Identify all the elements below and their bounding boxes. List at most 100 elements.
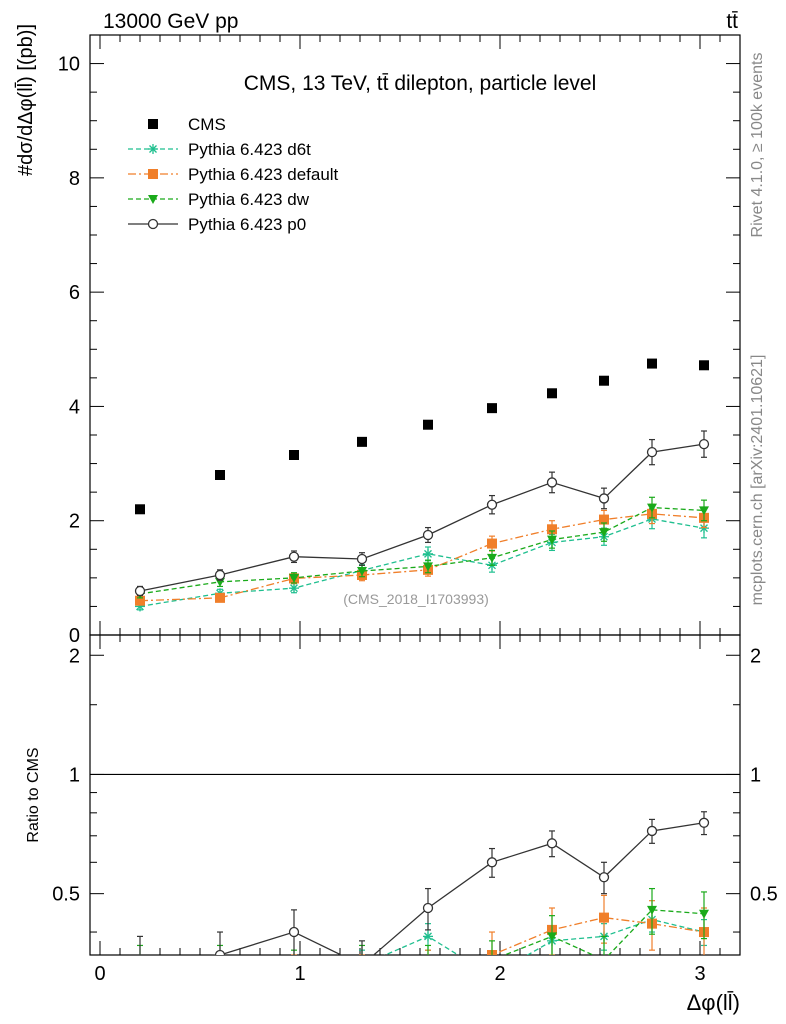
x-tick-label: 3 bbox=[694, 963, 705, 985]
series-line bbox=[139, 506, 705, 595]
data-point bbox=[135, 595, 145, 606]
legend-label: Pythia 6.423 default bbox=[188, 165, 339, 184]
x-tick-label: 1 bbox=[294, 963, 305, 985]
data-point bbox=[423, 419, 433, 430]
rivet-version-label: Rivet 4.1.0, ≥ 100k events bbox=[749, 53, 766, 238]
y-axis-label: #dσ/dΔφ(ll̄) [(pb)] bbox=[14, 24, 37, 176]
main-series-layer bbox=[134, 358, 710, 612]
y-tick-label: 8 bbox=[69, 168, 80, 190]
data-point bbox=[647, 503, 657, 513]
legend-item: Pythia 6.423 d6t bbox=[128, 140, 311, 159]
data-point bbox=[148, 169, 158, 179]
data-point bbox=[357, 960, 367, 970]
legend-item: Pythia 6.423 p0 bbox=[128, 215, 306, 234]
ratio-series-pythia-6-423-dw bbox=[135, 887, 709, 970]
data-point bbox=[134, 585, 146, 597]
ratio-series-layer bbox=[135, 811, 710, 1011]
data-point bbox=[646, 825, 658, 837]
data-point bbox=[698, 817, 710, 828]
y-tick-label: 2 bbox=[69, 511, 80, 533]
data-point bbox=[215, 592, 225, 603]
data-point bbox=[147, 218, 159, 230]
data-point bbox=[598, 493, 610, 504]
series-pythia-6-423-p0 bbox=[134, 430, 710, 597]
data-point bbox=[546, 477, 558, 488]
legend-item: CMS bbox=[148, 115, 226, 134]
y-tick-label: 10 bbox=[58, 54, 80, 76]
data-point bbox=[135, 504, 145, 515]
ratio-series-pythia-6-423-d6t bbox=[289, 907, 709, 1011]
x-tick-label: 2 bbox=[494, 963, 505, 985]
ratio-tick-label-right: 0.5 bbox=[750, 884, 778, 906]
data-point bbox=[599, 514, 609, 525]
legend-item: Pythia 6.423 default bbox=[128, 165, 339, 184]
x-axis-label: Δφ(ll̄) bbox=[687, 990, 740, 1015]
ratio-series-pythia-6-423-p0 bbox=[137, 811, 710, 970]
data-point bbox=[699, 360, 709, 371]
data-point bbox=[357, 961, 367, 970]
data-point bbox=[215, 961, 225, 970]
data-point bbox=[289, 583, 299, 594]
ratio-line bbox=[209, 822, 705, 955]
x-tick-label: 0 bbox=[94, 963, 105, 985]
header-energy-label: 13000 GeV pp bbox=[103, 10, 238, 33]
legend: CMS Pythia 6.423 d6t Pythia 6.423 default P… bbox=[128, 115, 339, 234]
ratio-tick-label-left: 1 bbox=[69, 764, 80, 786]
data-point bbox=[486, 499, 498, 510]
data-point bbox=[423, 548, 433, 559]
data-point bbox=[423, 971, 433, 981]
data-point bbox=[547, 524, 557, 535]
ratio-line bbox=[383, 918, 705, 955]
data-point bbox=[646, 446, 658, 458]
data-point bbox=[547, 932, 557, 942]
data-point bbox=[357, 971, 367, 981]
ratio-line bbox=[502, 909, 705, 955]
data-point bbox=[422, 902, 434, 914]
data-point bbox=[698, 438, 710, 450]
data-point bbox=[289, 1001, 299, 1011]
header-process-label: tt̄ bbox=[726, 10, 738, 33]
ratio-tick-label-left: 2 bbox=[69, 645, 80, 667]
data-point bbox=[135, 995, 145, 1005]
legend-label: Pythia 6.423 dw bbox=[188, 190, 310, 209]
ratio-line bbox=[489, 916, 705, 955]
mcplots-label: mcplots.cern.ch [arXiv:2401.10621] bbox=[749, 355, 766, 606]
data-point bbox=[598, 872, 610, 883]
chart-title: CMS, 13 TeV, tt̄ dilepton, particle leve… bbox=[244, 72, 597, 95]
y-tick-label: 6 bbox=[69, 282, 80, 304]
data-point bbox=[699, 506, 709, 516]
data-point bbox=[148, 144, 158, 154]
data-point bbox=[547, 535, 557, 545]
data-point bbox=[599, 375, 609, 386]
data-point bbox=[487, 403, 497, 414]
data-point bbox=[214, 569, 226, 581]
series-line bbox=[139, 513, 705, 602]
ratio-tick-label-right: 2 bbox=[750, 645, 761, 667]
data-point bbox=[547, 388, 557, 399]
data-point bbox=[357, 436, 367, 447]
data-point bbox=[599, 956, 609, 965]
data-point bbox=[546, 838, 558, 849]
data-point bbox=[148, 195, 158, 204]
data-point bbox=[135, 961, 145, 970]
data-point bbox=[486, 857, 498, 868]
analysis-watermark: (CMS_2018_I1703993) bbox=[343, 591, 489, 607]
series-line bbox=[139, 443, 705, 592]
ratio-plot-frame bbox=[89, 634, 741, 956]
data-point bbox=[423, 562, 433, 572]
data-point bbox=[356, 553, 368, 565]
legend-label: CMS bbox=[188, 115, 226, 134]
data-point bbox=[358, 961, 367, 970]
ratio-tick-label-left: 0.5 bbox=[52, 884, 80, 906]
ratio-series-pythia-6-423-default bbox=[135, 894, 709, 1005]
y-tick-label: 0 bbox=[69, 625, 80, 647]
ratio-tick-label-right: 1 bbox=[750, 764, 761, 786]
data-point bbox=[214, 949, 226, 955]
data-point bbox=[289, 573, 299, 583]
data-point bbox=[647, 358, 657, 369]
data-point bbox=[423, 961, 433, 970]
data-point bbox=[357, 567, 367, 576]
series-pythia-6-423-dw bbox=[135, 496, 709, 599]
data-point bbox=[599, 912, 609, 923]
